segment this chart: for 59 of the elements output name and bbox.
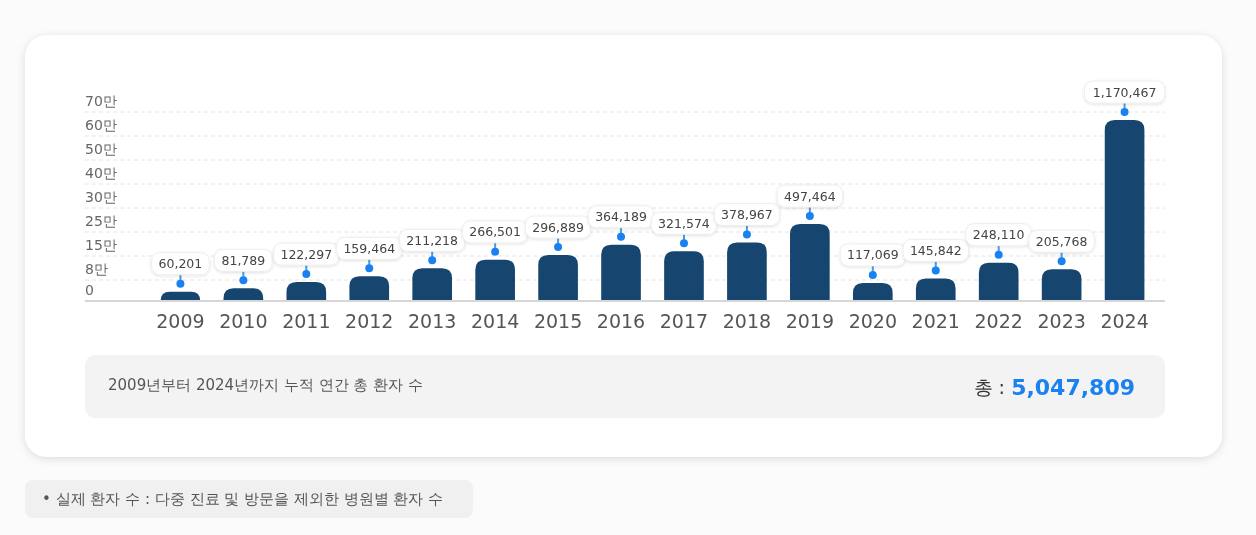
- bar: [475, 259, 515, 301]
- data-label: 321,574: [658, 215, 710, 231]
- data-label: 81,789: [221, 252, 266, 268]
- text: 8만: [85, 261, 108, 277]
- data-label: 266,501: [469, 224, 521, 240]
- x-tick-label: 2024: [1100, 310, 1149, 332]
- data-label: 145,842: [909, 242, 962, 258]
- text: 40만: [85, 165, 117, 181]
- bar: [664, 251, 704, 301]
- x-tick-label: 2009: [156, 310, 205, 332]
- x-tick-label: 2018: [722, 310, 772, 332]
- x-tick-label: 2014: [470, 310, 520, 332]
- x-tick-label: 2021: [911, 310, 960, 332]
- x-tick-label: 2013: [408, 310, 457, 332]
- text: 60만: [85, 117, 117, 133]
- text: 2009년부터 2024년까지 누적 연간 총 환자 수: [108, 376, 423, 394]
- x-tick-label: 2010: [219, 310, 268, 332]
- text: 50만: [85, 141, 117, 157]
- bar: [790, 224, 830, 301]
- data-label: 1,170,467: [1092, 84, 1157, 100]
- data-label: 122,297: [280, 246, 333, 262]
- data-label: 60,201: [158, 256, 203, 272]
- text: 총 :: [973, 376, 1005, 398]
- text: 5,047,809: [1011, 374, 1135, 400]
- data-label: 296,889: [532, 219, 584, 235]
- text: 25만: [85, 213, 117, 229]
- x-tick-label: 2011: [282, 310, 331, 332]
- bar: [915, 278, 956, 301]
- bar: [349, 276, 390, 301]
- data-label: 378,967: [721, 206, 773, 222]
- data-label: 117,069: [846, 247, 899, 263]
- x-tick-label: 2016: [596, 310, 646, 332]
- bar: [286, 282, 327, 301]
- bar: [978, 262, 1019, 301]
- data-label: 211,218: [406, 232, 459, 248]
- bar: [852, 282, 893, 301]
- data-label: 205,768: [1035, 233, 1088, 249]
- data-label: 497,464: [784, 188, 836, 204]
- text: 70만: [85, 93, 117, 109]
- text: 15만: [85, 237, 117, 253]
- x-tick-label: 2020: [848, 310, 897, 332]
- text: 30만: [85, 189, 117, 205]
- bar: [1041, 269, 1082, 301]
- x-tick-label: 2012: [345, 310, 394, 332]
- x-tick-label: 2022: [974, 310, 1023, 332]
- data-label: 364,189: [595, 209, 647, 225]
- bar: [538, 255, 578, 301]
- x-tick-label: 2023: [1037, 310, 1086, 332]
- x-tick-label: 2019: [785, 310, 835, 332]
- text: • 실제 환자 수 : 다중 진료 및 방문을 제외한 병원별 환자 수: [42, 490, 444, 508]
- x-tick-label: 2017: [659, 310, 709, 332]
- bar: [727, 242, 767, 301]
- bar: [601, 244, 641, 301]
- x-tick-label: 2015: [533, 310, 583, 332]
- data-label: 159,464: [343, 240, 396, 256]
- text: 0: [85, 282, 94, 298]
- data-label: 248,110: [972, 227, 1025, 243]
- bar: [1104, 120, 1145, 301]
- bar: [412, 268, 453, 301]
